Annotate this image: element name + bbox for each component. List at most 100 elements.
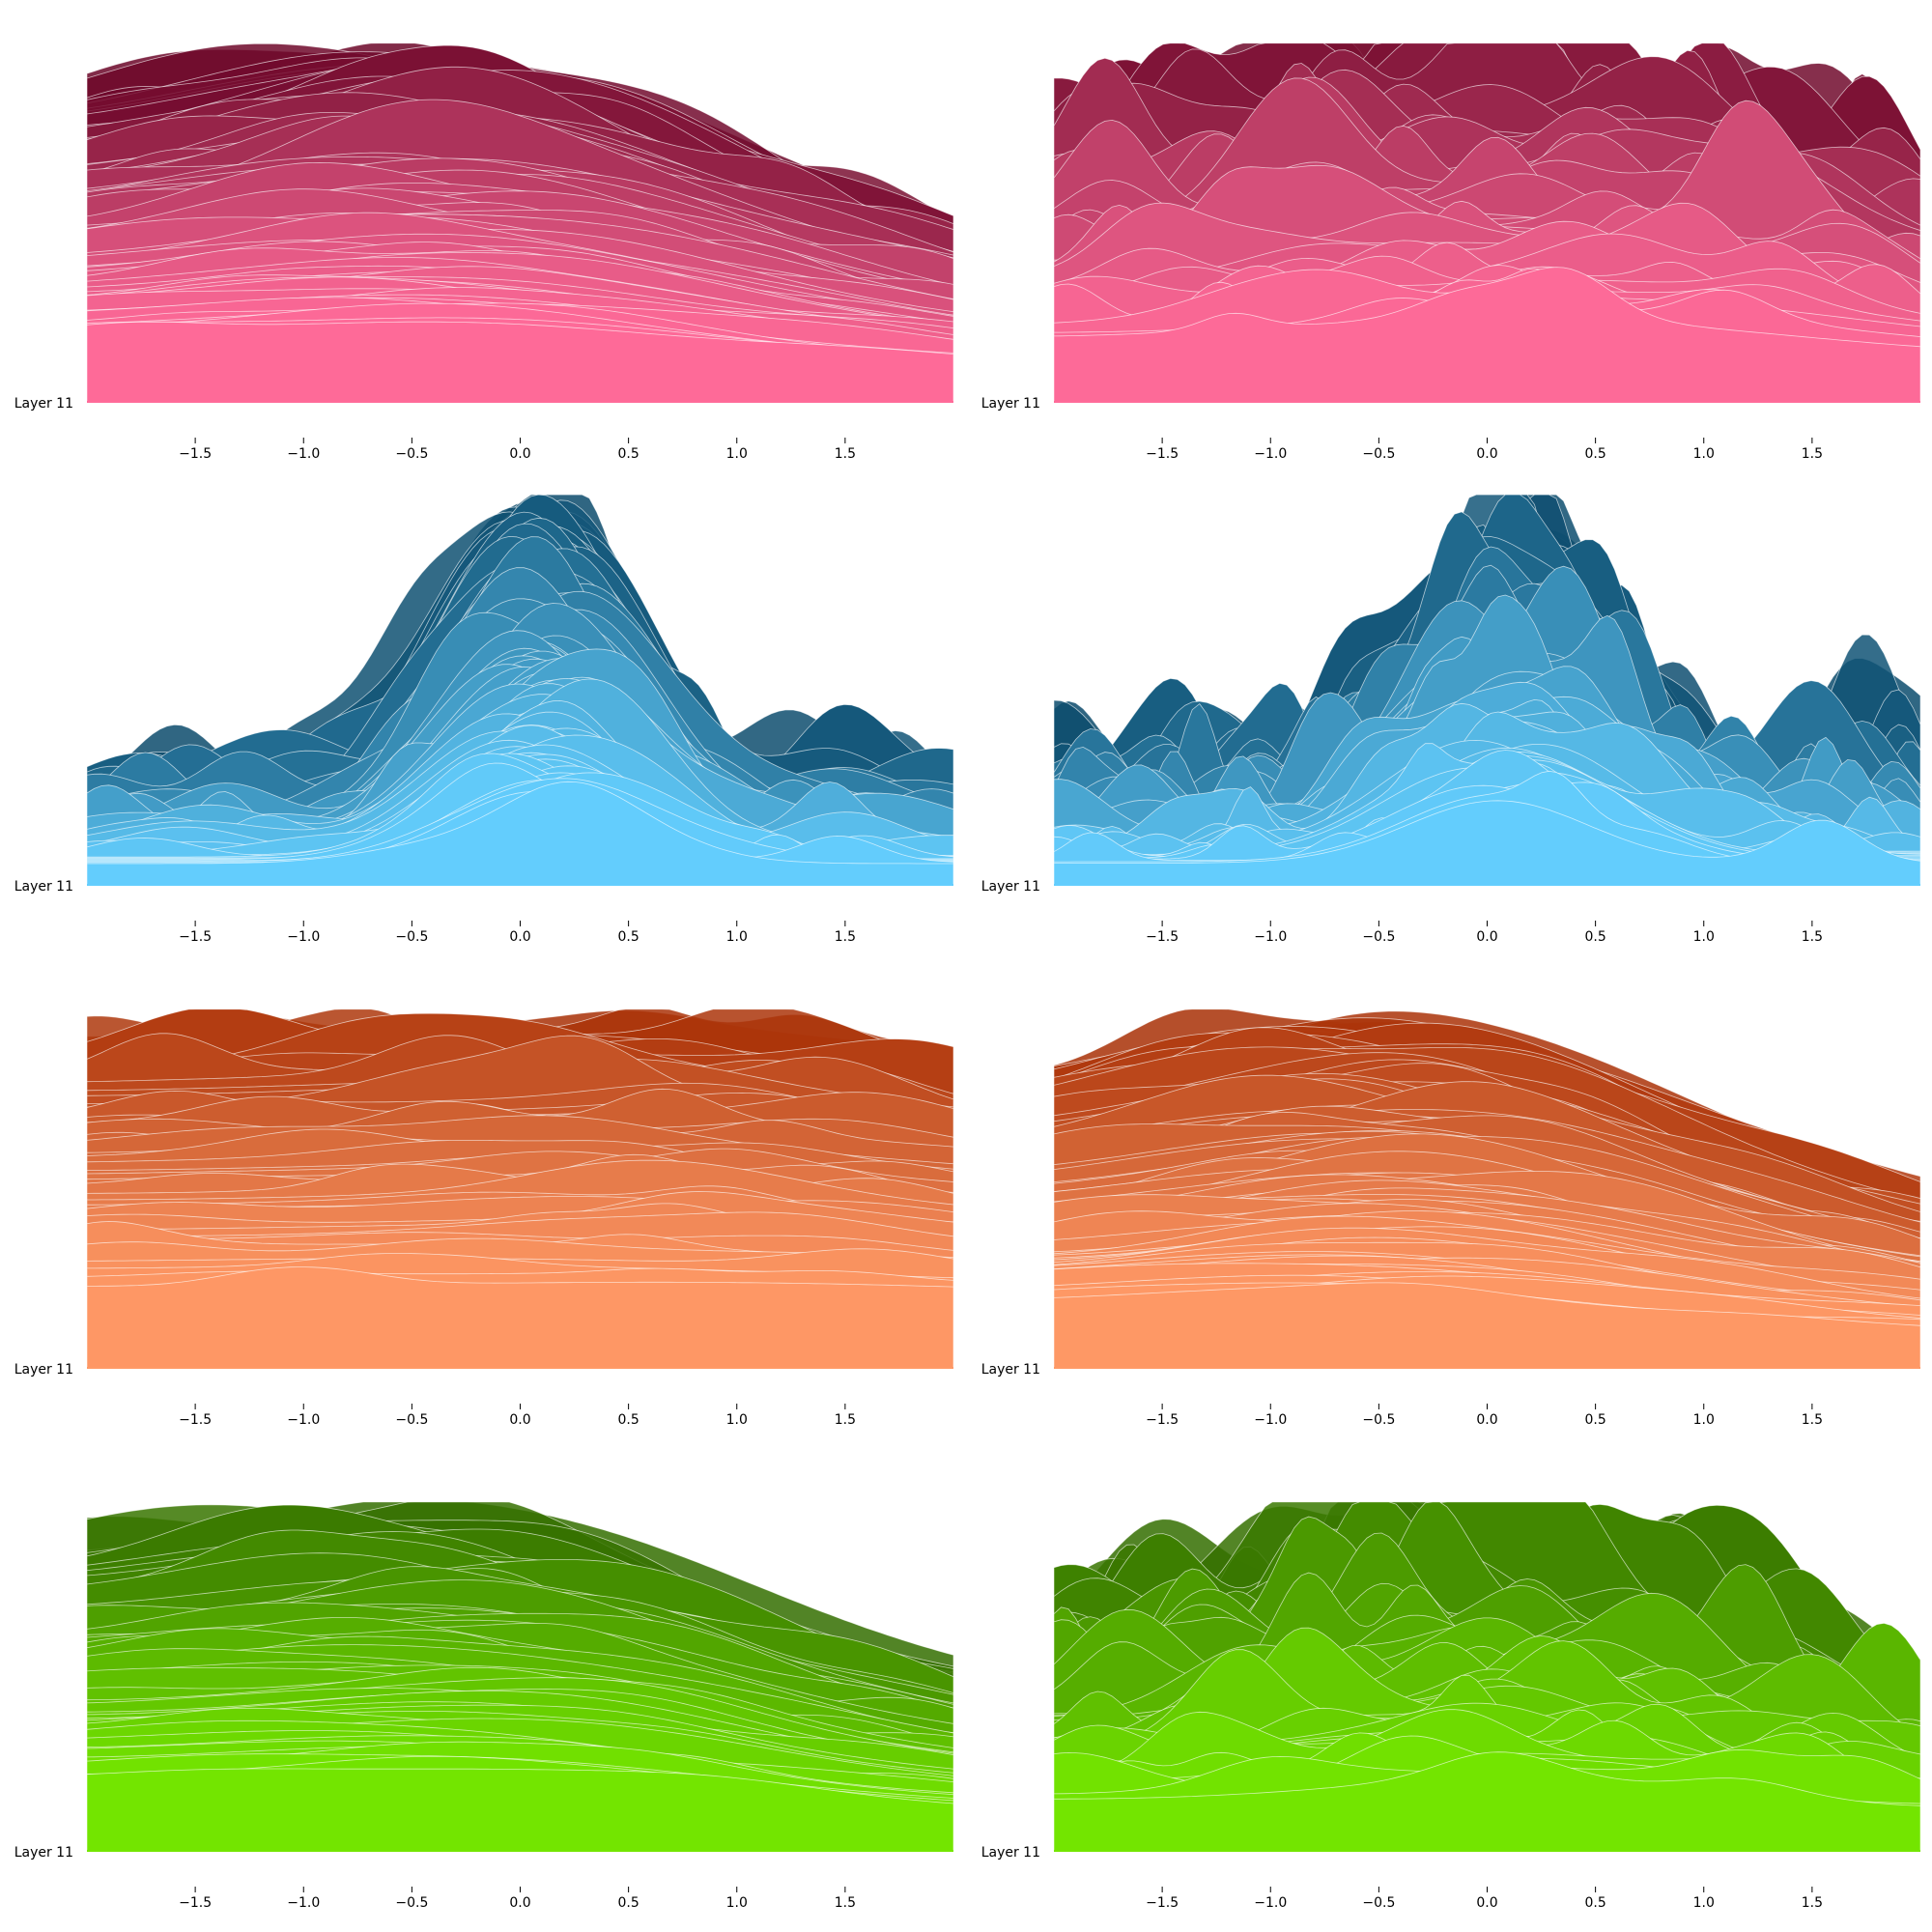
ridge-areas bbox=[1053, 1501, 1921, 1853]
panel-row4-right: Layer 11 −1.5 −1.0 −0.5 0.0 0.5 1.0 1.5 bbox=[981, 1501, 1921, 1911]
x-tick-label: −0.5 bbox=[1362, 929, 1395, 945]
x-tick-label: 1.5 bbox=[1802, 1412, 1823, 1428]
panel-row3-right: Layer 11 −1.5 −1.0 −0.5 0.0 0.5 1.0 1.5 bbox=[981, 1009, 1921, 1428]
x-tick-label: −1.0 bbox=[287, 446, 320, 462]
x-tick-label: 0.5 bbox=[617, 1895, 639, 1911]
ridge-area-54 bbox=[1053, 267, 1921, 404]
x-tick-label: 0.0 bbox=[509, 1895, 530, 1911]
x-tick-label: 0.5 bbox=[617, 446, 639, 462]
panel-row4-left: Layer 11 −1.5 −1.0 −0.5 0.0 0.5 1.0 1.5 bbox=[14, 1501, 954, 1911]
panel-row1-right: Layer 11 −1.5 −1.0 −0.5 0.0 0.5 1.0 1.5 bbox=[981, 43, 1921, 462]
ridge-baseline bbox=[87, 884, 953, 886]
x-tick-label: −0.5 bbox=[1362, 1895, 1395, 1911]
x-tick-label: 1.0 bbox=[1693, 929, 1715, 945]
x-tick-label: −1.0 bbox=[287, 1895, 320, 1911]
x-tick-label: 0.0 bbox=[1476, 1412, 1497, 1428]
x-tick-label: 1.0 bbox=[1693, 1412, 1715, 1428]
x-tick-label: −1.0 bbox=[1254, 1412, 1287, 1428]
x-tick-label: 1.5 bbox=[835, 1412, 856, 1428]
x-tick-label: 0.5 bbox=[617, 929, 639, 945]
x-axis: −1.5 −1.0 −0.5 0.0 0.5 1.0 1.5 bbox=[1146, 921, 1823, 945]
x-tick-label: 0.0 bbox=[1476, 1895, 1497, 1911]
x-tick-label: −1.5 bbox=[179, 1895, 212, 1911]
ridge-baseline bbox=[1054, 1850, 1920, 1852]
layer-label: Layer 11 bbox=[14, 396, 73, 412]
ridge-baseline bbox=[87, 401, 953, 403]
x-tick-label: 1.0 bbox=[726, 446, 748, 462]
x-tick-label: 1.5 bbox=[1802, 446, 1823, 462]
x-tick-label: 0.0 bbox=[1476, 929, 1497, 945]
x-tick-label: −1.5 bbox=[179, 929, 212, 945]
x-tick-label: −0.5 bbox=[395, 929, 428, 945]
x-tick-label: −1.5 bbox=[179, 1412, 212, 1428]
x-axis: −1.5 −1.0 −0.5 0.0 0.5 1.0 1.5 bbox=[179, 921, 856, 945]
x-tick-label: 0.5 bbox=[1584, 929, 1605, 945]
ridge-area-109 bbox=[86, 781, 954, 887]
layer-label: Layer 11 bbox=[14, 879, 73, 895]
ridge-area-99 bbox=[1053, 1282, 1921, 1370]
ridge-areas bbox=[86, 43, 954, 404]
x-axis: −1.5 −1.0 −0.5 0.0 0.5 1.0 1.5 bbox=[179, 1404, 856, 1428]
x-tick-label: 0.5 bbox=[1584, 446, 1605, 462]
ridge-area-79 bbox=[1053, 800, 1921, 887]
ridge-baseline bbox=[1054, 1367, 1920, 1369]
x-tick-label: −1.5 bbox=[1146, 1412, 1179, 1428]
x-tick-label: 1.0 bbox=[726, 1412, 748, 1428]
x-tick-label: −0.5 bbox=[395, 1412, 428, 1428]
layer-label: Layer 11 bbox=[981, 396, 1040, 412]
x-tick-label: 0.5 bbox=[617, 1412, 639, 1428]
x-axis: −1.5 −1.0 −0.5 0.0 0.5 1.0 1.5 bbox=[1146, 1887, 1823, 1911]
x-axis: −1.5 −1.0 −0.5 0.0 0.5 1.0 1.5 bbox=[1146, 438, 1823, 462]
x-tick-label: −1.0 bbox=[1254, 929, 1287, 945]
ridge-areas bbox=[86, 1009, 954, 1370]
x-tick-label: −1.5 bbox=[1146, 1895, 1179, 1911]
x-tick-label: 1.5 bbox=[835, 1895, 856, 1911]
ridge-area-44 bbox=[86, 1266, 954, 1370]
x-tick-label: 1.5 bbox=[835, 929, 856, 945]
x-tick-label: 0.5 bbox=[1584, 1412, 1605, 1428]
x-tick-label: −1.5 bbox=[1146, 446, 1179, 462]
x-axis: −1.5 −1.0 −0.5 0.0 0.5 1.0 1.5 bbox=[1146, 1404, 1823, 1428]
x-tick-label: −1.5 bbox=[179, 446, 212, 462]
ridge-baseline bbox=[87, 1367, 953, 1369]
x-tick-label: −1.5 bbox=[1146, 929, 1179, 945]
x-axis: −1.5 −1.0 −0.5 0.0 0.5 1.0 1.5 bbox=[179, 438, 856, 462]
panel-row3-left: Layer 11 −1.5 −1.0 −0.5 0.0 0.5 1.0 1.5 bbox=[14, 1009, 954, 1428]
x-tick-label: 1.5 bbox=[1802, 1895, 1823, 1911]
ridge-areas bbox=[1053, 1009, 1921, 1370]
layer-label: Layer 11 bbox=[981, 879, 1040, 895]
x-tick-label: 0.0 bbox=[509, 929, 530, 945]
x-tick-label: 1.5 bbox=[835, 446, 856, 462]
x-tick-label: −1.0 bbox=[1254, 446, 1287, 462]
ridge-areas bbox=[86, 1501, 954, 1853]
layer-label: Layer 11 bbox=[14, 1362, 73, 1378]
x-tick-label: 1.0 bbox=[1693, 446, 1715, 462]
x-tick-label: −0.5 bbox=[395, 1895, 428, 1911]
ridge-areas bbox=[86, 494, 954, 887]
x-tick-label: 1.0 bbox=[1693, 1895, 1715, 1911]
panel-row1-left: Layer 11 −1.5 −1.0 −0.5 0.0 0.5 1.0 1.5 bbox=[14, 43, 954, 462]
layer-label: Layer 11 bbox=[981, 1845, 1040, 1861]
ridge-areas bbox=[1053, 494, 1921, 887]
x-tick-label: −0.5 bbox=[1362, 446, 1395, 462]
x-tick-label: 0.5 bbox=[1584, 1895, 1605, 1911]
panel-row2-right: Layer 11 −1.5 −1.0 −0.5 0.0 0.5 1.0 1.5 bbox=[981, 494, 1921, 945]
ridge-area-59 bbox=[86, 1768, 954, 1853]
x-tick-label: −1.0 bbox=[287, 929, 320, 945]
ridge-area-59 bbox=[1053, 1751, 1921, 1853]
x-axis: −1.5 −1.0 −0.5 0.0 0.5 1.0 1.5 bbox=[179, 1887, 856, 1911]
x-tick-label: 1.5 bbox=[1802, 929, 1823, 945]
x-tick-label: −0.5 bbox=[1362, 1412, 1395, 1428]
ridge-baseline bbox=[1054, 401, 1920, 403]
x-tick-label: 0.0 bbox=[509, 446, 530, 462]
x-tick-label: 1.0 bbox=[726, 929, 748, 945]
x-tick-label: −1.0 bbox=[287, 1412, 320, 1428]
ridge-baseline bbox=[87, 1850, 953, 1852]
x-tick-label: 1.0 bbox=[726, 1895, 748, 1911]
x-tick-label: −0.5 bbox=[395, 446, 428, 462]
panel-row2-left: Layer 11 −1.5 −1.0 −0.5 0.0 0.5 1.0 1.5 bbox=[14, 494, 954, 945]
x-tick-label: 0.0 bbox=[1476, 446, 1497, 462]
ridge-areas bbox=[1053, 43, 1921, 404]
ridge-baseline bbox=[1054, 884, 1920, 886]
